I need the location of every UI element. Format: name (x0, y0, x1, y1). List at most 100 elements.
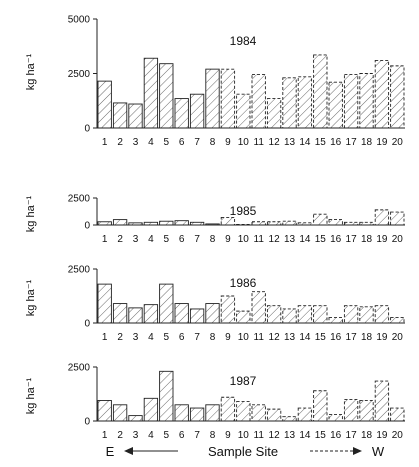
bar (112, 102, 128, 129)
x-tick-label: 9 (225, 332, 231, 343)
x-tick-label: 19 (376, 430, 388, 441)
x-tick-label: 8 (210, 137, 216, 148)
bar (390, 317, 405, 324)
bar (220, 68, 236, 129)
x-tick-label: 9 (225, 137, 231, 148)
x-tick-label: 20 (392, 137, 404, 148)
x-tick-label: 9 (225, 430, 231, 441)
x-tick-label: 12 (269, 430, 281, 441)
x-tick-label: 2 (117, 430, 123, 441)
x-tick-label: 8 (210, 332, 216, 343)
bar (174, 220, 189, 226)
bar (205, 68, 220, 129)
bar (251, 221, 266, 226)
bar (251, 404, 266, 422)
bar (220, 396, 236, 422)
x-tick-label: 3 (133, 332, 139, 343)
x-tick-label: 19 (376, 332, 388, 343)
bar (313, 54, 328, 129)
y-axis-label: kg ha⁻¹ (25, 279, 37, 316)
x-tick-label: 10 (238, 137, 250, 148)
bar (328, 219, 343, 226)
x-tick-label: 18 (361, 234, 373, 245)
west-label: W (372, 444, 385, 459)
bar (97, 283, 112, 324)
x-tick-label: 2 (117, 234, 123, 245)
x-tick-label: 13 (284, 137, 296, 148)
bar (174, 303, 189, 324)
bar (174, 98, 189, 129)
y-axis-label: kg ha⁻¹ (25, 377, 37, 414)
x-tick-label: 17 (346, 137, 358, 148)
x-tick-label: 1 (102, 332, 108, 343)
x-tick-label: 14 (299, 430, 311, 441)
bar (266, 408, 282, 422)
bar (220, 295, 236, 324)
x-tick-label: 7 (194, 430, 200, 441)
bar (282, 416, 297, 422)
bar (128, 103, 143, 129)
x-tick-label: 11 (254, 332, 265, 343)
x-tick-label: 16 (330, 234, 342, 245)
x-tick-label: 13 (284, 332, 296, 343)
x-tick-label: 15 (315, 332, 327, 343)
bar (97, 221, 112, 226)
y-axis-label: kg ha⁻¹ (25, 195, 37, 232)
x-tick-label: 14 (299, 234, 311, 245)
x-axis-title: Sample Site (208, 444, 278, 459)
y-tick-label: 0 (84, 221, 90, 232)
bar (374, 380, 390, 422)
y-tick-label: 2500 (68, 265, 91, 276)
bar (143, 221, 159, 226)
bar (251, 74, 266, 129)
bar (128, 307, 143, 324)
x-tick-label: 6 (179, 332, 185, 343)
panel-title: 1984 (230, 34, 257, 48)
x-tick-label: 15 (315, 234, 327, 245)
x-tick-label: 4 (148, 234, 154, 245)
x-tick-label: 19 (376, 137, 388, 148)
y-tick-label: 5000 (68, 15, 91, 26)
x-tick-label: 2 (117, 137, 123, 148)
bar (236, 93, 251, 129)
bar (328, 414, 343, 422)
x-tick-label: 1 (102, 234, 108, 245)
y-tick-label: 0 (84, 124, 90, 135)
bar (128, 222, 143, 226)
x-tick-label: 8 (210, 430, 216, 441)
bar (359, 306, 374, 324)
bar (374, 305, 390, 324)
x-tick-label: 4 (148, 332, 154, 343)
x-tick-label: 15 (315, 137, 327, 148)
panel-title: 1987 (230, 374, 257, 388)
bar (189, 407, 205, 422)
x-tick-label: 11 (254, 137, 265, 148)
x-tick-label: 3 (133, 137, 139, 148)
bar (128, 415, 143, 422)
y-tick-label: 0 (84, 319, 90, 330)
bar (236, 401, 251, 422)
x-tick-label: 20 (392, 332, 404, 343)
bar (328, 81, 343, 129)
x-tick-label: 8 (210, 234, 216, 245)
bar (143, 304, 159, 324)
x-tick-label: 18 (361, 137, 373, 148)
x-tick-label: 15 (315, 430, 327, 441)
bar (112, 404, 128, 422)
bar (328, 317, 343, 324)
x-tick-label: 4 (148, 137, 154, 148)
x-tick-label: 7 (194, 234, 200, 245)
bar (282, 308, 297, 324)
x-tick-label: 20 (392, 234, 404, 245)
x-tick-label: 9 (225, 234, 231, 245)
bar (390, 65, 405, 129)
x-tick-label: 5 (164, 430, 170, 441)
x-tick-label: 5 (164, 332, 170, 343)
x-tick-label: 13 (284, 430, 296, 441)
x-tick-label: 17 (346, 430, 358, 441)
bar (266, 98, 282, 129)
bar (390, 211, 405, 226)
